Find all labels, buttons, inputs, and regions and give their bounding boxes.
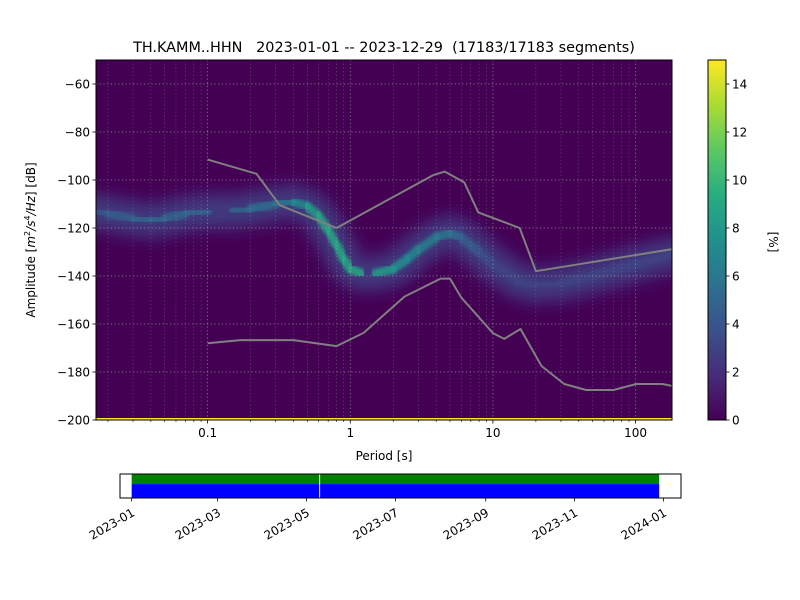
x-tick-label: 10 [485, 426, 500, 440]
colorbar-tick-label: 10 [732, 173, 747, 187]
colorbar-tick-label: 12 [732, 125, 747, 139]
coverage-bar-upper [131, 474, 660, 485]
timeline-tick-label: 2023-03 [173, 505, 223, 542]
timeline-tick-label: 2023-05 [262, 505, 312, 542]
x-tick-label: 100 [624, 426, 647, 440]
density-core-segment [556, 271, 598, 288]
y-tick-label: −140 [57, 269, 90, 283]
y-tick-label: −120 [57, 221, 90, 235]
y-tick-label: −60 [65, 77, 90, 91]
colorbar-tick-label: 2 [732, 365, 740, 379]
timeline-tick-label: 2023-07 [350, 505, 400, 542]
noise-models [207, 158, 672, 391]
coverage-bars [131, 474, 660, 498]
plot-frame [95, 59, 673, 421]
y-tick-label: −80 [65, 125, 90, 139]
coverage-bar-lower [131, 484, 660, 498]
colorbar-tick-label: 4 [732, 317, 740, 331]
x-tick-label: 0.1 [198, 426, 217, 440]
colorbar: 0 2 4 6 8 10 12 14 [%] [707, 59, 780, 427]
timeline-ticks: 2023-01 2023-03 2023-05 2023-07 2023-09 2023-… [87, 498, 669, 543]
y-tick-label: −180 [57, 365, 90, 379]
colorbar-label: [%] [766, 232, 780, 253]
density-core-segment [588, 259, 641, 281]
heatmap-background [96, 60, 672, 420]
lowest-row-band [96, 418, 672, 420]
grid-lines [96, 60, 672, 420]
timeline-frame [119, 473, 682, 499]
x-axis-label: Period [s] [356, 449, 413, 463]
colorbar-tick-label: 14 [732, 77, 747, 91]
y-ticks: −60 −80 −100 −120 −140 −160 −180 −200 [57, 77, 96, 427]
timeline-tick-label: 2023-01 [87, 505, 137, 542]
timeline-tick-label: 2023-11 [530, 505, 580, 542]
noise-model-high-line [207, 158, 672, 273]
x-ticks: 0.1 1 10 100 [107, 420, 647, 440]
chart-title: TH.KAMM..HHN 2023-01-01 -- 2023-12-29 (1… [132, 40, 635, 56]
colorbar-ticks: 0 2 4 6 8 10 12 14 [726, 77, 747, 427]
timeline-tick-label: 2023-09 [441, 505, 491, 542]
x-tick-label: 1 [346, 426, 354, 440]
timeline-tick-label: 2024-01 [619, 505, 669, 542]
colorbar-tick-label: 0 [732, 413, 740, 427]
y-tick-label: −100 [57, 173, 90, 187]
noise-model-low-line [207, 277, 672, 391]
coverage-timeline: 2023-01 2023-03 2023-05 2023-07 2023-09 2023-… [87, 473, 682, 543]
density-core-segment [631, 249, 672, 269]
y-tick-label: −160 [57, 317, 90, 331]
colorbar-tick-label: 8 [732, 221, 740, 235]
y-axis-label: Amplitude [m2/s4/Hz] [dB] [23, 162, 38, 317]
ppsd-axes: 0.1 1 10 100 −60 −80 −100 −120 −140 −160 −180 −200… [23, 40, 673, 463]
y-tick-label: −200 [57, 413, 90, 427]
colorbar-tick-label: 6 [732, 269, 740, 283]
density-core-segment [488, 259, 523, 286]
colorbar-gradient [707, 59, 727, 421]
